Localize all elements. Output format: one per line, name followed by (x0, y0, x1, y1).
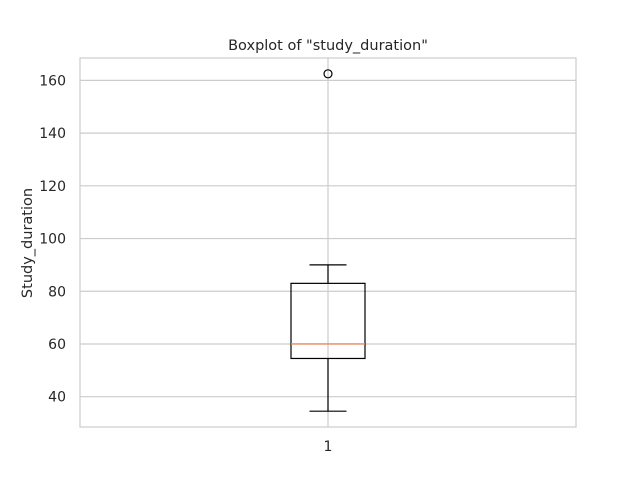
y-tick-label: 80 (48, 284, 66, 300)
grid-lines (80, 58, 576, 427)
x-tick-label: 1 (324, 439, 333, 455)
y-tick-label: 100 (39, 232, 66, 248)
y-axis-label: Study_duration (20, 188, 36, 298)
y-tick-label: 60 (48, 337, 66, 353)
y-tick-label: 120 (39, 179, 66, 195)
plot-frame (79, 57, 577, 428)
y-tick-label: 160 (39, 73, 66, 89)
y-tick-label: 40 (48, 390, 66, 406)
x-tick-labels: 1 (324, 439, 333, 455)
y-tick-label: 140 (39, 126, 66, 142)
box-elements (290, 69, 366, 412)
chart-title: Boxplot of "study_duration" (228, 38, 428, 54)
iqr-box (290, 282, 366, 360)
outlier-point (323, 69, 333, 79)
y-tick-labels: 40 60 80 100 120 140 160 (39, 73, 66, 405)
